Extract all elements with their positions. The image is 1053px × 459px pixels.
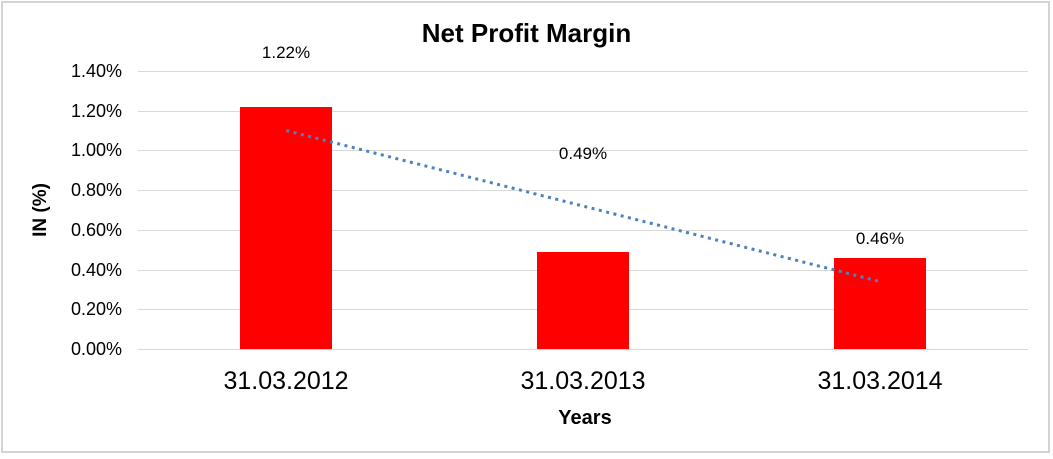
y-axis-tick-label: 0.80% <box>70 180 122 201</box>
y-axis-tick-label: 0.40% <box>70 259 122 280</box>
gridline <box>138 71 1028 72</box>
y-axis-tick-label: 0.60% <box>70 219 122 240</box>
chart-title: Net Profit Margin <box>421 18 632 48</box>
gridline <box>138 349 1028 350</box>
bar-data-label: 1.22% <box>261 43 311 62</box>
bar <box>834 258 926 349</box>
y-axis-tick-label: 1.20% <box>70 100 122 121</box>
y-axis-tick-label: 1.00% <box>70 140 122 161</box>
y-axis-tick-label: 0.00% <box>70 339 122 359</box>
bar <box>537 252 629 349</box>
x-axis-tick-label: 31.03.2013 <box>520 367 646 395</box>
x-axis-tick-label: 31.03.2012 <box>223 367 349 395</box>
bar <box>240 107 332 349</box>
bar-data-label: 0.49% <box>558 144 608 163</box>
y-axis-tick-label: 0.20% <box>70 299 122 320</box>
x-axis-tick-label: 31.03.2014 <box>817 367 943 395</box>
y-axis-tick-label: 1.40% <box>70 61 122 81</box>
bar-data-label: 0.46% <box>855 229 905 248</box>
x-axis-title: Years <box>558 407 612 429</box>
